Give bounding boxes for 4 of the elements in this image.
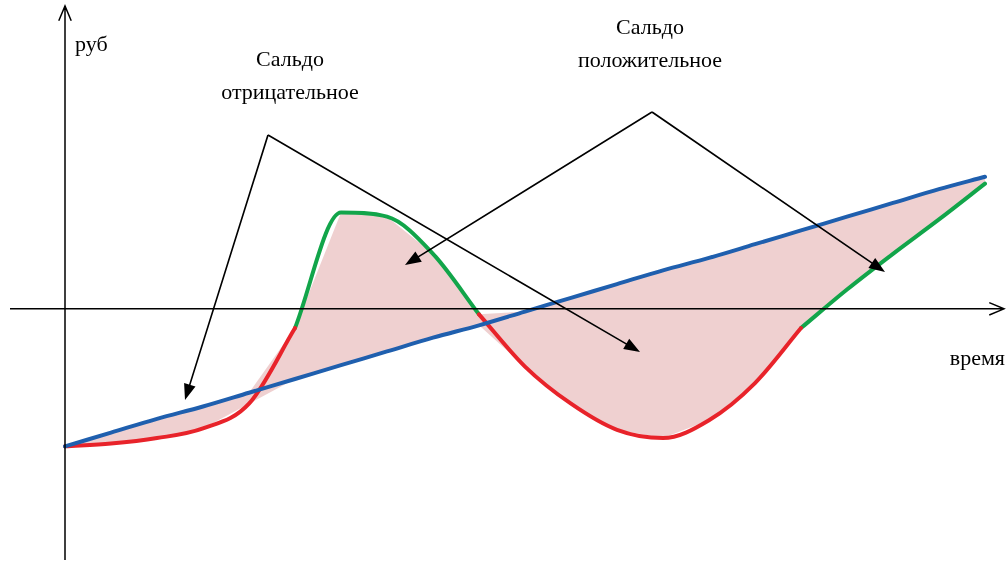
text: руб xyxy=(75,30,108,56)
text: Сальдо отрицательное xyxy=(221,45,359,104)
text: Сальдо положительное xyxy=(577,13,723,72)
x-axis-title: время xyxy=(949,344,1005,370)
